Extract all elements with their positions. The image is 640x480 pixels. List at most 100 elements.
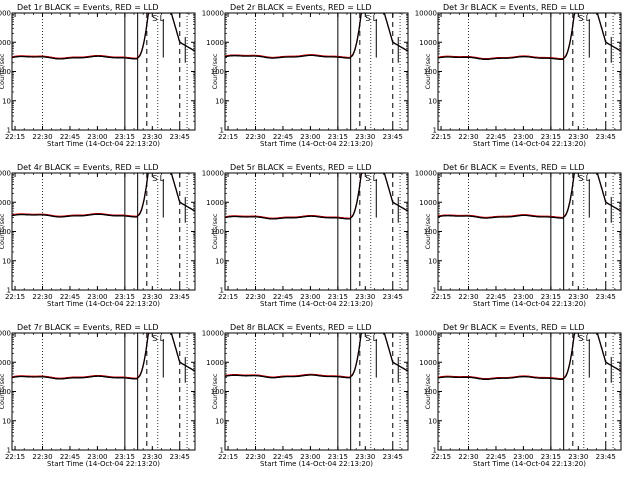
- x-tick-label: 22:15: [5, 133, 25, 141]
- y-tick-label: 10000: [0, 330, 11, 338]
- x-tick-label: 23:45: [596, 453, 616, 461]
- y-tick-label: 10: [215, 257, 224, 265]
- y-tick-label: 1000: [419, 199, 437, 207]
- detector-panel-3: Det 3r BLACK = Events, RED = LLD 1 10 100 10…: [415, 3, 622, 148]
- plot-frame: [11, 12, 196, 131]
- x-tick-label: 23:00: [513, 133, 533, 141]
- x-tick-label: 23:30: [142, 133, 162, 141]
- y-tick-label: 1: [7, 447, 11, 455]
- x-tick-label: 23:45: [596, 133, 616, 141]
- x-tick-label: 22:15: [218, 293, 238, 301]
- y-tick-label: 100: [0, 388, 11, 396]
- lld-series-line: [12, 13, 195, 59]
- plot-frame: [11, 332, 196, 451]
- y-axis-label: Counts/sec: [211, 373, 219, 409]
- annotation-l: L: [373, 14, 378, 23]
- x-tick-label: 23:15: [541, 133, 561, 141]
- x-tick-label: 22:30: [458, 293, 478, 301]
- x-tick-label: 22:15: [431, 133, 451, 141]
- detector-panel-9: Det 9r BLACK = Events, RED = LLD 1 10 100 10…: [415, 323, 622, 468]
- lld-series-line: [12, 333, 195, 379]
- y-tick-label: 10: [428, 417, 437, 425]
- y-tick-label: 100: [211, 388, 224, 396]
- panel-title: Det 2r BLACK = Events, RED = LLD: [230, 3, 372, 12]
- y-axis-label: Counts/sec: [424, 373, 432, 409]
- x-tick-label: 23:45: [383, 293, 403, 301]
- annotation-l: L: [160, 174, 165, 183]
- x-tick-label: 23:15: [328, 453, 348, 461]
- x-tick-label: 22:45: [273, 293, 293, 301]
- x-tick-label: 22:30: [32, 133, 52, 141]
- x-tick-label: 22:15: [431, 293, 451, 301]
- y-tick-label: 10: [2, 97, 11, 105]
- x-axis-label: Start Time (14-Oct-04 22:13:20): [473, 300, 586, 308]
- x-tick-label: 23:15: [115, 453, 135, 461]
- x-tick-label: 22:15: [5, 293, 25, 301]
- annotation-s: S: [152, 174, 157, 183]
- x-tick-label: 22:30: [245, 293, 265, 301]
- x-axis-label: Start Time (14-Oct-04 22:13:20): [473, 140, 586, 148]
- x-tick-label: 22:30: [458, 133, 478, 141]
- lld-series-line: [225, 173, 408, 219]
- annotation-s: S: [578, 174, 583, 183]
- x-tick-label: 23:15: [115, 293, 135, 301]
- plot-frame: [224, 332, 409, 451]
- x-axis-label: Start Time (14-Oct-04 22:13:20): [260, 460, 373, 468]
- annotation-s: S: [365, 334, 370, 343]
- y-tick-label: 1: [220, 447, 224, 455]
- annotation-s: S: [152, 14, 157, 23]
- annotation-l: L: [586, 14, 591, 23]
- annotation-l: L: [373, 334, 378, 343]
- x-axis-label: Start Time (14-Oct-04 22:13:20): [260, 140, 373, 148]
- detector-panel-7: Det 7r BLACK = Events, RED = LLD 1 10 100 10…: [0, 323, 196, 468]
- x-tick-label: 22:15: [431, 453, 451, 461]
- x-tick-label: 22:45: [273, 133, 293, 141]
- y-tick-label: 1000: [419, 359, 437, 367]
- x-tick-label: 22:30: [245, 133, 265, 141]
- y-tick-label: 10: [428, 257, 437, 265]
- x-tick-label: 23:30: [568, 293, 588, 301]
- x-tick-label: 23:00: [300, 133, 320, 141]
- x-tick-label: 23:30: [142, 453, 162, 461]
- y-axis-label: Counts/sec: [424, 53, 432, 89]
- y-tick-label: 100: [211, 68, 224, 76]
- y-tick-label: 10000: [202, 170, 224, 178]
- plot-frame: [437, 332, 622, 451]
- y-tick-label: 100: [211, 228, 224, 236]
- lld-series-line: [225, 333, 408, 378]
- detector-panel-8: Det 8r BLACK = Events, RED = LLD 1 10 100 10…: [202, 323, 409, 468]
- annotation-l: L: [160, 14, 165, 23]
- annotation-s: S: [578, 334, 583, 343]
- x-tick-label: 22:30: [458, 453, 478, 461]
- y-tick-label: 1: [220, 287, 224, 295]
- events-series-line: [438, 333, 621, 381]
- events-series-line: [438, 13, 621, 61]
- x-tick-label: 22:30: [245, 453, 265, 461]
- x-tick-label: 22:30: [32, 453, 52, 461]
- x-tick-label: 22:45: [60, 293, 80, 301]
- y-tick-label: 100: [424, 68, 437, 76]
- x-axis-label: Start Time (14-Oct-04 22:13:20): [473, 460, 586, 468]
- y-tick-label: 1: [7, 127, 11, 135]
- y-axis-label: Counts/sec: [424, 213, 432, 249]
- x-tick-label: 23:00: [87, 133, 107, 141]
- y-tick-label: 10: [215, 417, 224, 425]
- events-series-line: [225, 13, 408, 59]
- x-tick-label: 22:15: [218, 133, 238, 141]
- lld-series-line: [438, 173, 621, 218]
- y-tick-label: 1000: [0, 39, 11, 47]
- y-tick-label: 10000: [415, 330, 437, 338]
- events-series-line: [225, 173, 408, 220]
- y-tick-label: 10000: [415, 170, 437, 178]
- y-axis-label: Counts/sec: [0, 53, 6, 89]
- x-tick-label: 23:15: [541, 293, 561, 301]
- x-tick-label: 23:00: [87, 293, 107, 301]
- y-tick-label: 1000: [206, 39, 224, 47]
- y-tick-label: 10: [215, 97, 224, 105]
- x-tick-label: 23:15: [328, 293, 348, 301]
- events-series-line: [12, 333, 195, 380]
- y-tick-label: 10000: [202, 330, 224, 338]
- x-tick-label: 23:30: [355, 453, 375, 461]
- x-tick-label: 23:00: [513, 293, 533, 301]
